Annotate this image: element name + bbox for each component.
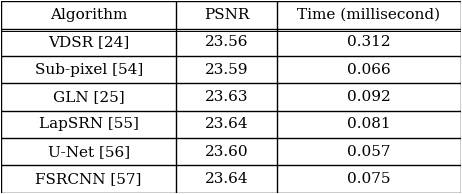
Text: 0.081: 0.081 — [347, 117, 390, 131]
Text: 0.075: 0.075 — [347, 172, 390, 186]
Text: 23.64: 23.64 — [205, 117, 248, 131]
Text: Time (millisecond): Time (millisecond) — [297, 8, 440, 22]
Text: 23.63: 23.63 — [205, 90, 248, 104]
Text: LapSRN [55]: LapSRN [55] — [39, 117, 139, 131]
Text: 0.092: 0.092 — [347, 90, 391, 104]
Text: 0.057: 0.057 — [347, 145, 390, 159]
Text: 23.64: 23.64 — [205, 172, 248, 186]
Text: Sub-pixel [54]: Sub-pixel [54] — [35, 63, 143, 77]
Text: VDSR [24]: VDSR [24] — [48, 35, 129, 49]
Text: Algorithm: Algorithm — [50, 8, 128, 22]
Text: 23.59: 23.59 — [205, 63, 248, 77]
Text: PSNR: PSNR — [204, 8, 249, 22]
Text: 23.60: 23.60 — [205, 145, 248, 159]
Text: 0.066: 0.066 — [347, 63, 391, 77]
Text: GLN [25]: GLN [25] — [53, 90, 124, 104]
Text: FSRCNN [57]: FSRCNN [57] — [36, 172, 142, 186]
Text: U-Net [56]: U-Net [56] — [48, 145, 130, 159]
Text: 0.312: 0.312 — [347, 35, 390, 49]
Text: 23.56: 23.56 — [205, 35, 248, 49]
